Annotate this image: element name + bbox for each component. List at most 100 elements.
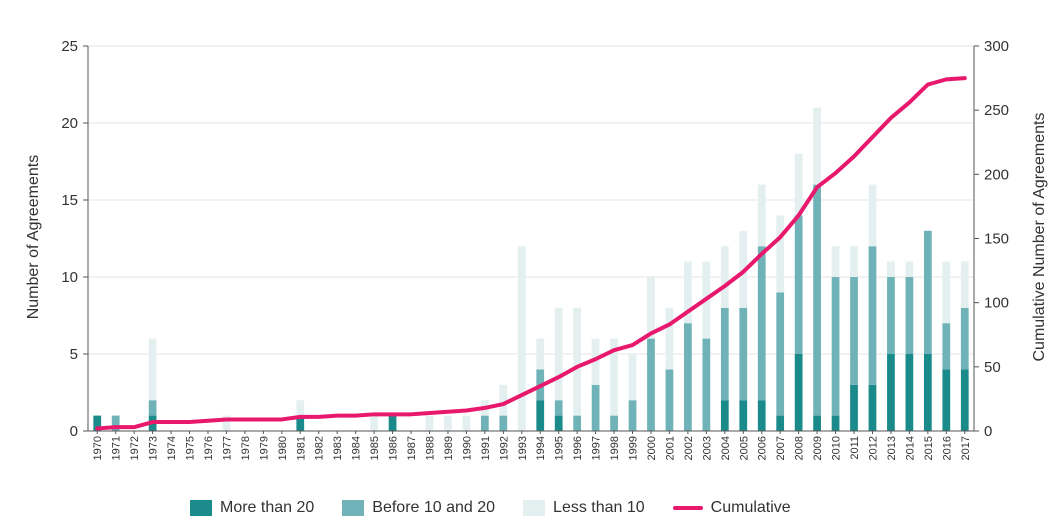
bar-less-than-10-1995 <box>554 307 563 401</box>
bar-before-10-and-20-2013 <box>887 277 895 354</box>
y2-tick-label: 50 <box>984 359 1001 376</box>
x-tick-label: 2009 <box>812 436 824 460</box>
y-tick-label: 0 <box>70 423 78 440</box>
y2-tick-label: 250 <box>984 102 1009 119</box>
x-tick-label: 1988 <box>424 436 436 460</box>
x-tick-label: 1997 <box>591 436 603 460</box>
bar-less-than-10-1999 <box>628 354 637 401</box>
bar-before-10-and-20-1973 <box>148 400 157 416</box>
bar-before-10-and-20-2017 <box>960 307 969 370</box>
y-tick-label: 15 <box>61 192 78 209</box>
bar-before-10-and-20-2015 <box>923 230 932 354</box>
x-tick-label: 1989 <box>443 436 455 460</box>
legend-swatch <box>672 506 703 510</box>
bar-before-10-and-20-2006 <box>757 246 766 401</box>
bar-before-10-and-20-2007 <box>776 292 785 416</box>
bar-more-than-20-1970 <box>93 415 102 431</box>
legend-item-more-than-20: More than 20 <box>190 499 314 517</box>
x-tick-label: 2000 <box>646 436 658 460</box>
bar-more-than-20-1994 <box>536 400 545 431</box>
y2-tick-label: 300 <box>984 38 1009 55</box>
x-tick-label: 1983 <box>332 436 344 460</box>
bar-before-10-and-20-1991 <box>480 415 489 431</box>
bar-more-than-20-2011 <box>850 384 858 431</box>
legend-item-cumulative: Cumulative <box>672 499 791 517</box>
bar-less-than-10-1998 <box>610 338 618 416</box>
bar-less-than-10-1989 <box>444 415 452 431</box>
cumulative-line-group <box>95 76 967 431</box>
bar-less-than-10-1973 <box>148 338 157 401</box>
bar-less-than-10-2010 <box>831 246 840 277</box>
bar-less-than-10-1997 <box>591 338 600 385</box>
bar-less-than-10-2011 <box>850 246 858 277</box>
bar-before-10-and-20-2002 <box>684 323 692 431</box>
x-tick-label: 1977 <box>221 436 233 460</box>
x-tick-label: 2015 <box>923 436 935 460</box>
bar-less-than-10-2001 <box>665 307 674 370</box>
bar-less-than-10-1993 <box>517 246 526 431</box>
bar-more-than-20-2007 <box>776 415 785 431</box>
y2-axis-title: Cumulative Number of Agreements <box>1031 113 1048 362</box>
x-tick-label: 1982 <box>314 436 326 460</box>
x-tick-label: 1998 <box>609 436 621 460</box>
bar-before-10-and-20-2000 <box>647 338 655 431</box>
x-tick-label: 1986 <box>388 436 400 460</box>
bar-less-than-10-2017 <box>960 261 969 308</box>
legend-swatch <box>523 500 546 516</box>
bar-less-than-10-2012 <box>868 184 877 247</box>
legend-label: Less than 10 <box>553 499 645 516</box>
x-tick-label: 1993 <box>517 436 529 460</box>
bar-less-than-10-1996 <box>573 307 582 416</box>
x-tick-label: 1994 <box>535 436 547 460</box>
bar-less-than-10-2002 <box>684 261 692 324</box>
x-tick-label: 2012 <box>867 436 879 460</box>
bar-before-10-and-20-2010 <box>831 277 840 416</box>
y2-tick-label: 100 <box>984 295 1009 312</box>
bar-less-than-10-2013 <box>887 261 895 277</box>
bar-before-10-and-20-2009 <box>813 184 821 416</box>
x-tick-label: 1987 <box>406 436 418 460</box>
bar-less-than-10-1992 <box>499 384 508 416</box>
bar-before-10-and-20-2014 <box>905 277 914 354</box>
bar-before-10-and-20-2008 <box>794 215 803 354</box>
y2-tick-label: 150 <box>984 231 1009 248</box>
bar-less-than-10-1994 <box>536 338 545 370</box>
x-tick-label: 1980 <box>277 436 289 460</box>
x-tick-label: 1984 <box>351 436 363 460</box>
y-tick-label: 5 <box>70 346 78 363</box>
x-tick-label: 1973 <box>148 436 160 460</box>
bar-before-10-and-20-2001 <box>665 369 674 431</box>
bar-more-than-20-2008 <box>794 354 803 431</box>
x-tick-label: 1992 <box>498 436 510 460</box>
x-tick-label: 2014 <box>904 436 916 460</box>
x-tick-label: 2007 <box>775 436 787 460</box>
bar-more-than-20-2014 <box>905 354 914 431</box>
bar-before-10-and-20-1995 <box>554 400 563 416</box>
x-tick-label: 1996 <box>572 436 584 460</box>
x-tick-label: 1985 <box>369 436 381 460</box>
bar-before-10-and-20-2011 <box>850 277 858 385</box>
x-tick-label: 1974 <box>166 436 178 460</box>
x-tick-label: 1972 <box>129 436 141 460</box>
bar-less-than-10-2016 <box>942 261 951 324</box>
y-tick-label: 10 <box>61 269 78 286</box>
bar-before-10-and-20-2012 <box>868 246 877 385</box>
bar-more-than-20-1986 <box>388 415 397 431</box>
bar-more-than-20-2016 <box>942 369 951 431</box>
bar-less-than-10-1981 <box>296 400 305 416</box>
x-tick-label: 2001 <box>664 436 676 460</box>
x-tick-label: 2011 <box>849 436 861 460</box>
legend: More than 20 Before 10 and 20 Less than … <box>190 496 910 520</box>
bar-before-10-and-20-2016 <box>942 323 951 370</box>
bar-more-than-20-2012 <box>868 384 877 431</box>
bar-before-10-and-20-2004 <box>720 307 729 401</box>
bar-more-than-20-2017 <box>960 369 969 431</box>
legend-label: Cumulative <box>710 499 791 516</box>
y-tick-label: 25 <box>61 38 78 55</box>
bar-less-than-10-2009 <box>813 107 821 185</box>
bar-before-10-and-20-1997 <box>591 384 600 431</box>
bar-more-than-20-2013 <box>887 354 895 431</box>
y2-tick-label: 200 <box>984 166 1009 183</box>
bar-less-than-10-1977 <box>222 415 231 431</box>
bar-before-10-and-20-2003 <box>702 338 711 431</box>
